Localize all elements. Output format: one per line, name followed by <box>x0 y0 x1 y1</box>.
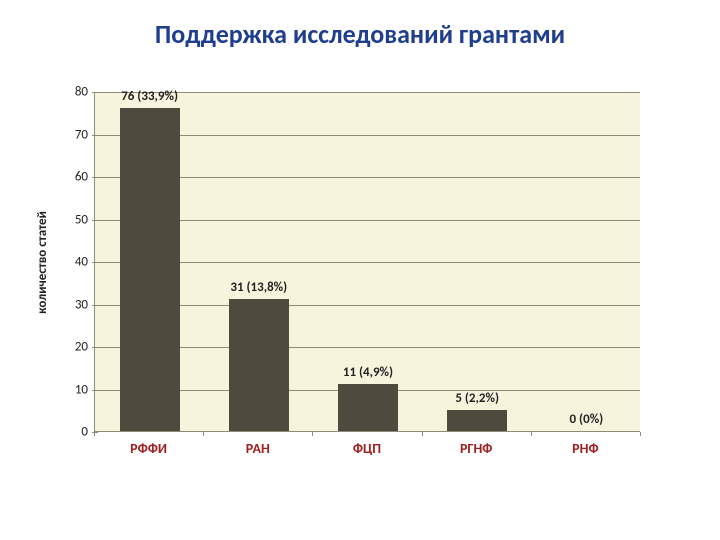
y-tick-label: 60 <box>64 170 88 185</box>
bar-chart: количество статей 01020304050607080 76 (… <box>38 84 652 484</box>
x-tick-label: РАН <box>246 440 270 457</box>
y-axis-ticks: 01020304050607080 <box>68 92 92 432</box>
x-tick-mark <box>531 432 532 436</box>
x-tick-label: РФФИ <box>130 440 167 457</box>
y-tick-label: 40 <box>64 255 88 270</box>
y-tick-label: 10 <box>64 382 88 397</box>
bar <box>338 384 398 431</box>
bar-slot: 0 (0%) <box>532 92 641 431</box>
bar-slot: 5 (2,2%) <box>423 92 532 431</box>
y-axis-label-text: количество статей <box>35 211 50 314</box>
y-tick-label: 20 <box>64 340 88 355</box>
x-axis-ticks: РФФИ РАН ФЦП РГНФ РНФ <box>94 436 640 462</box>
x-tick-mark <box>312 432 313 436</box>
bar-slot: 11 (4,9%) <box>313 92 422 431</box>
bars-container: 76 (33,9%)31 (13,8%)11 (4,9%)5 (2,2%)0 (… <box>95 92 640 431</box>
x-tick-mark <box>422 432 423 436</box>
y-tick-label: 30 <box>64 297 88 312</box>
bar-slot: 76 (33,9%) <box>95 92 204 431</box>
x-tick-mark <box>640 432 641 436</box>
y-tick-label: 50 <box>64 212 88 227</box>
x-tick-label: ФЦП <box>353 440 381 457</box>
bar <box>229 299 289 431</box>
x-tick-mark <box>203 432 204 436</box>
y-axis-label: количество статей <box>32 92 52 432</box>
bar <box>120 108 180 431</box>
y-tick-mark <box>92 432 98 433</box>
x-tick-label: РНФ <box>572 440 598 457</box>
bar-value-label: 0 (0%) <box>506 412 666 427</box>
slide-title: Поддержка исследований грантами <box>0 18 720 50</box>
y-tick-label: 0 <box>64 425 88 440</box>
slide: Поддержка исследований грантами количест… <box>0 0 720 540</box>
bar <box>447 410 507 431</box>
x-tick-mark <box>94 432 95 436</box>
x-tick-label: РГНФ <box>460 440 492 457</box>
y-tick-label: 70 <box>64 127 88 142</box>
plot-area: 76 (33,9%)31 (13,8%)11 (4,9%)5 (2,2%)0 (… <box>94 92 640 432</box>
